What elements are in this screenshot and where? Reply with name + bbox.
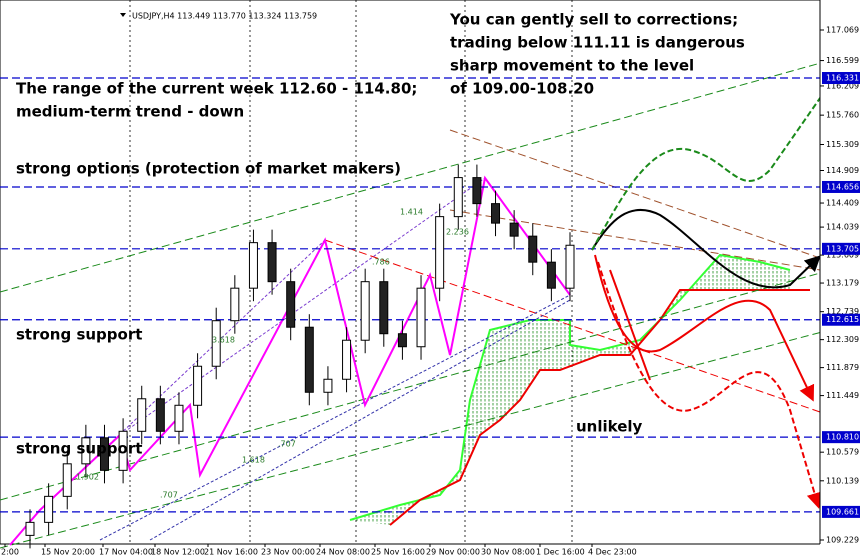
candle-body (137, 398, 147, 432)
candle-body (397, 333, 407, 348)
x-tick-label: 15 Nov 20:00 (41, 548, 95, 557)
annotation: sharp movement to the level (450, 57, 694, 75)
x-tick-label: 21 Nov 16:00 (204, 548, 258, 557)
x-tick-label: 29 Nov 00:00 (426, 548, 480, 557)
level-label: 114.656 (826, 182, 859, 191)
candle-body (342, 339, 352, 380)
y-tick-label: 114.409 (826, 199, 859, 208)
level-tag (822, 72, 860, 85)
y-tick-label: 115.760 (826, 111, 859, 120)
fib-label: 1.618 (242, 456, 265, 465)
annotation: strong options (protection of market mak… (16, 160, 401, 178)
trend-lines (0, 51, 860, 549)
candle-body (44, 495, 54, 523)
candle-body (491, 203, 501, 224)
x-tick-label: 23 Nov 00:00 (261, 548, 315, 557)
fib-label: .707 (160, 491, 178, 500)
x-tick-label: 1 Dec 16:00 (536, 548, 585, 557)
candle-body (248, 242, 258, 289)
fib-label: .786 (372, 258, 390, 267)
plot-area (0, 0, 821, 545)
x-tick-label: 17 Nov 04:00 (99, 548, 153, 557)
y-tick-label: 110.579 (826, 448, 859, 457)
level-label: 110.810 (826, 433, 859, 442)
fib-label: 3.618 (212, 336, 235, 345)
x-tick-label: 24 Nov 08:00 (316, 548, 370, 557)
candle-body (62, 463, 72, 497)
y-tick-label: 117.069 (826, 26, 859, 35)
candle-body (230, 287, 240, 322)
price-axis (820, 0, 860, 560)
candle-body (286, 281, 296, 328)
candle-body (472, 177, 482, 205)
x-tick-label: 30 Nov 08:00 (481, 548, 535, 557)
fib-label: 1.414 (400, 208, 423, 217)
y-tick-label: 113.179 (826, 279, 859, 288)
level-label: 116.331 (826, 74, 859, 83)
candle-body (304, 326, 314, 393)
candle-body (174, 404, 184, 432)
candle-body (267, 242, 277, 283)
level-label: 112.615 (826, 315, 859, 324)
y-tick-label: 114.909 (826, 166, 859, 175)
forecast-paths (591, 51, 853, 509)
level-tag (822, 180, 860, 193)
x-tick-label: 25 Nov 16:00 (371, 548, 425, 557)
symbol-header: USDJPY,H4 113.449 113.770 113.324 113.75… (132, 12, 317, 21)
y-tick-label: 112.309 (826, 335, 859, 344)
candle-body (193, 365, 203, 406)
y-tick-label: 112.739 (826, 307, 859, 316)
level-label: 113.705 (826, 244, 859, 253)
candle-body (435, 216, 445, 289)
y-tick-label: 109.229 (826, 536, 859, 545)
annotation: strong support (16, 440, 142, 458)
x-tick-label: 4 Dec 23:00 (588, 548, 637, 557)
candle-body (81, 437, 91, 465)
level-tag (822, 431, 860, 444)
x-tick-label: 2:00 (1, 548, 19, 557)
annotation: medium-term trend - down (16, 103, 244, 121)
annotation: of 109.00-108.20 (450, 80, 594, 98)
level-tag (822, 505, 860, 518)
candle-body (211, 320, 221, 367)
candle-body (118, 430, 128, 471)
level-tag (822, 313, 860, 326)
annotation: You can gently sell to corrections; (449, 11, 738, 29)
annotation: The range of the current week 112.60 - 1… (16, 80, 417, 98)
candle-body (546, 261, 556, 289)
fib-label: 1.902 (76, 473, 99, 482)
y-tick-label: 114.039 (826, 223, 859, 232)
annotation: strong support (16, 326, 142, 344)
candle-body (565, 244, 575, 289)
y-tick-label: 110.139 (826, 476, 859, 485)
y-tick-label: 111.879 (826, 363, 859, 372)
fib-label: 2.236 (446, 228, 469, 237)
candle-body (416, 287, 426, 348)
fib-label: .707 (278, 440, 296, 449)
header: USDJPY,H4 113.449 113.770 113.324 113.75… (120, 12, 317, 21)
candle-body (509, 222, 519, 237)
y-tick-label: 111.449 (826, 391, 859, 400)
annotation: trading below 111.11 is dangerous (450, 34, 745, 52)
candle-body (360, 281, 370, 341)
level-label: 109.661 (826, 507, 859, 516)
y-tick-label: 113.609 (826, 251, 859, 260)
candle-body (99, 437, 109, 471)
y-tick-label: 115.309 (826, 140, 859, 149)
level-tag (822, 242, 860, 255)
candle-body (25, 521, 35, 536)
y-tick-label: 116.599 (826, 56, 859, 65)
x-tick-label: 18 Nov 12:00 (151, 548, 205, 557)
candle-body (155, 398, 165, 432)
annotation: unlikely (576, 418, 643, 436)
candle-body (379, 281, 389, 335)
y-tick-label: 116.209 (826, 81, 859, 90)
candle-body (323, 378, 333, 393)
candle-body (528, 235, 538, 263)
candle-body (453, 177, 463, 218)
